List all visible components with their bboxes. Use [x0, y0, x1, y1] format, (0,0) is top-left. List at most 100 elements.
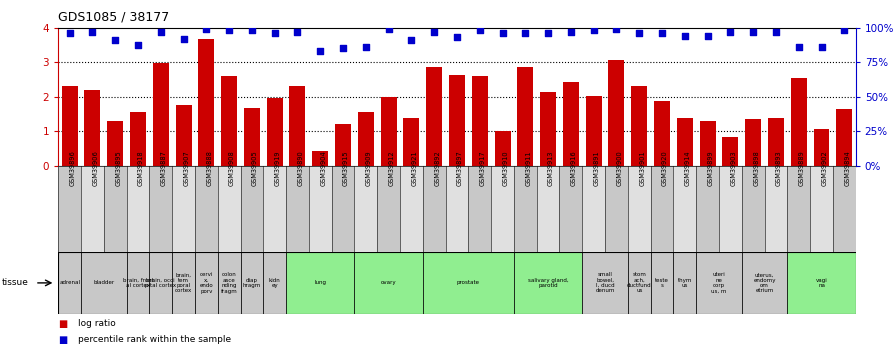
Text: GSM39906: GSM39906 — [92, 150, 99, 186]
Point — [564, 29, 578, 34]
Bar — [309, 166, 332, 252]
Bar — [58, 252, 81, 314]
Point — [131, 42, 145, 48]
Bar — [674, 166, 696, 252]
Text: GSM39890: GSM39890 — [297, 150, 304, 186]
Bar — [81, 166, 104, 252]
Bar — [810, 166, 833, 252]
Bar — [696, 252, 742, 314]
Bar — [650, 252, 674, 314]
Text: brain, front
al cortex: brain, front al cortex — [123, 278, 153, 288]
Bar — [240, 166, 263, 252]
Text: GSM39907: GSM39907 — [184, 150, 190, 186]
Point — [837, 28, 851, 33]
Bar — [722, 137, 738, 166]
Text: GSM39912: GSM39912 — [389, 150, 394, 186]
Bar — [764, 166, 788, 252]
Bar — [218, 166, 240, 252]
Bar — [218, 252, 240, 314]
Text: adrenal: adrenal — [59, 280, 80, 285]
Text: GSM39905: GSM39905 — [252, 150, 258, 186]
Point — [85, 29, 99, 34]
Text: bladder: bladder — [93, 280, 115, 285]
Text: GSM39908: GSM39908 — [229, 150, 235, 186]
Text: GSM39920: GSM39920 — [662, 150, 668, 186]
Text: GSM39898: GSM39898 — [754, 150, 759, 186]
Text: GSM39897: GSM39897 — [457, 150, 463, 186]
Text: GSM39889: GSM39889 — [798, 150, 805, 186]
Text: ■: ■ — [58, 335, 67, 345]
Point — [472, 28, 487, 33]
Bar — [81, 252, 126, 314]
Text: GSM39910: GSM39910 — [503, 150, 509, 186]
Bar — [628, 166, 650, 252]
Bar — [108, 121, 123, 166]
Text: GSM39901: GSM39901 — [639, 150, 645, 186]
Bar — [358, 112, 374, 166]
Text: GSM39913: GSM39913 — [548, 150, 554, 186]
Text: kidn
ey: kidn ey — [269, 278, 280, 288]
Text: salivary gland,
parotid: salivary gland, parotid — [528, 278, 568, 288]
Point — [769, 29, 783, 34]
Text: GSM39887: GSM39887 — [160, 150, 167, 186]
Bar — [286, 252, 355, 314]
Text: colon
asce
nding
fragm: colon asce nding fragm — [220, 272, 237, 294]
Bar — [491, 166, 514, 252]
Bar — [514, 252, 582, 314]
Text: vagi
na: vagi na — [815, 278, 827, 288]
Point — [245, 28, 259, 33]
Point — [427, 29, 442, 34]
Point — [587, 28, 601, 33]
Text: GSM39893: GSM39893 — [776, 150, 782, 186]
Bar — [654, 101, 670, 166]
Text: prostate: prostate — [457, 280, 480, 285]
Bar — [172, 252, 195, 314]
Bar — [676, 118, 693, 166]
Point — [723, 29, 737, 34]
Bar — [608, 60, 625, 166]
Bar — [289, 86, 306, 166]
Point — [290, 29, 305, 34]
Point — [177, 36, 191, 41]
Bar — [650, 166, 674, 252]
Bar — [719, 166, 742, 252]
Bar — [104, 166, 126, 252]
Text: GSM39902: GSM39902 — [822, 150, 828, 186]
Text: uteri
ne
corp
us, m: uteri ne corp us, m — [711, 272, 727, 294]
Bar — [540, 92, 556, 166]
Text: uterus,
endomy
om
etrium: uterus, endomy om etrium — [754, 272, 776, 294]
Bar — [559, 166, 582, 252]
Text: GSM39915: GSM39915 — [343, 150, 349, 186]
Point — [701, 33, 715, 39]
Text: percentile rank within the sample: percentile rank within the sample — [78, 335, 231, 344]
Text: thym
us: thym us — [677, 278, 692, 288]
Text: GSM39911: GSM39911 — [525, 150, 531, 186]
Bar — [176, 105, 192, 166]
Bar — [62, 86, 78, 166]
Bar — [267, 98, 282, 166]
Point — [382, 26, 396, 32]
Bar — [355, 252, 423, 314]
Bar — [742, 166, 764, 252]
Bar — [426, 67, 442, 166]
Bar — [150, 166, 172, 252]
Text: diap
hragm: diap hragm — [243, 278, 261, 288]
Bar — [423, 166, 445, 252]
Text: GSM39916: GSM39916 — [571, 150, 577, 186]
Point — [814, 44, 829, 50]
Point — [495, 30, 510, 36]
Text: GSM39896: GSM39896 — [70, 150, 75, 186]
Bar — [632, 86, 647, 166]
Bar — [126, 166, 150, 252]
Point — [541, 30, 556, 36]
Bar — [58, 166, 81, 252]
Bar — [788, 252, 856, 314]
Text: GSM39894: GSM39894 — [844, 150, 850, 186]
Text: log ratio: log ratio — [78, 319, 116, 328]
Bar — [286, 166, 309, 252]
Bar — [628, 252, 650, 314]
Point — [336, 46, 350, 51]
Bar — [768, 118, 784, 166]
Text: ■: ■ — [58, 319, 67, 329]
Point — [313, 48, 327, 54]
